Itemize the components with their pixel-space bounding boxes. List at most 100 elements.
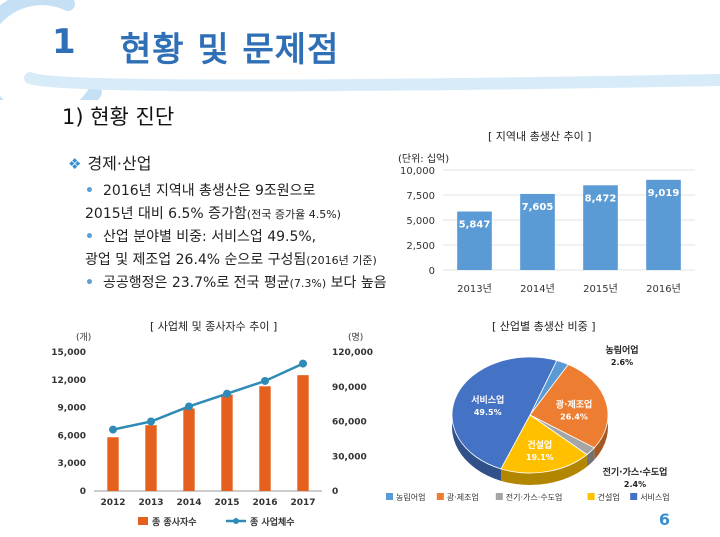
bullet-note: (2016년 기준)	[306, 254, 377, 267]
bullet-text: 광업 및 제조업 26.4% 순으로 구성됨	[85, 252, 307, 268]
grdp-value-label: 9,019	[648, 188, 680, 199]
y-right-tick-label: 0	[332, 487, 338, 497]
legend-swatch-workers	[138, 517, 148, 525]
x-tick-label: 2015년	[583, 283, 618, 295]
x-tick-label: 2012	[100, 498, 125, 508]
x-tick-label: 2014	[176, 498, 201, 508]
diamond-bullet-icon: ❖	[68, 155, 82, 173]
economy-heading-label: 경제·산업	[87, 154, 152, 173]
legend-swatch	[495, 493, 503, 500]
pie-slice-label: 서비스업	[471, 394, 504, 406]
list-item: • 2016년 지역내 총생산은 9조원으로	[85, 180, 405, 203]
pie-slice-value: 19.1%	[526, 453, 554, 462]
grdp-bar	[457, 211, 492, 270]
grdp-chart-title: [ 지역내 총생산 추이 ]	[488, 130, 592, 143]
economy-bullet-list: • 2016년 지역내 총생산은 9조원으로 2015년 대비 6.5% 증가함…	[85, 180, 405, 295]
legend-swatch	[630, 493, 638, 500]
legend-swatch	[436, 493, 444, 500]
page-number: 6	[658, 510, 670, 529]
pie-slice-side	[500, 454, 587, 485]
pie-slice	[451, 356, 558, 470]
grdp-unit-label: (단위: 십억)	[398, 154, 450, 165]
bullet-text: 산업 분야별 비중: 서비스업 49.5%,	[103, 229, 317, 245]
worker-bar	[183, 408, 195, 491]
industry-pie-chart: 농림어업 2.6% 광·제조업 26.4% 전기·가스·수도업 2.4% 건설업 19.1% 서…	[386, 344, 670, 502]
worker-bar	[259, 386, 271, 491]
pie-slice-value: 26.4%	[560, 412, 588, 421]
grdp-value-label: 8,472	[585, 193, 617, 204]
legend-label: 광·제조업	[447, 492, 479, 502]
pie-slice-value: 49.5%	[474, 408, 502, 417]
bullet-text: 2015년 대비 6.5% 증가함	[85, 206, 247, 222]
pie-slice-value: 2.6%	[611, 358, 633, 367]
legend-label: 서비스업	[640, 493, 669, 502]
legend-swatch	[386, 493, 393, 500]
bullet-dot-icon: •	[85, 229, 94, 245]
y-tick-label: 0	[429, 266, 435, 277]
establishment-point	[147, 417, 155, 426]
x-tick-label: 2016	[252, 498, 277, 508]
legend-swatch	[587, 493, 595, 500]
establishment-point	[223, 389, 231, 398]
list-item: • 산업 분야별 비중: 서비스업 49.5%,	[85, 226, 405, 249]
worker-bar	[107, 437, 119, 491]
x-tick-label: 2014년	[520, 283, 555, 295]
y-left-tick-label: 3,000	[58, 459, 86, 469]
pie-slice-label: 전기·가스·수도업	[603, 466, 668, 478]
legend-label-establishments: 종 사업체수	[250, 516, 295, 528]
pie-slice-label: 건설업	[527, 439, 552, 451]
grdp-value-label: 5,847	[459, 220, 491, 231]
bullet-continuation: 2015년 대비 6.5% 증가함(전국 증가율 4.5%)	[85, 203, 405, 226]
left-unit-label: (개)	[76, 332, 91, 343]
industry-chart-title: [ 산업별 총생산 비중 ]	[492, 320, 596, 333]
establishment-point	[109, 425, 117, 434]
x-tick-label: 2017	[290, 498, 315, 508]
legend-label: 농림어업	[396, 492, 425, 502]
worker-bar	[145, 425, 157, 491]
y-left-tick-label: 15,000	[51, 348, 86, 358]
establishment-line	[112, 362, 304, 431]
grdp-bar	[583, 185, 618, 270]
legend-marker-establishments	[233, 518, 239, 524]
y-left-tick-label: 9,000	[58, 404, 86, 414]
pie-slice-value: 2.4%	[624, 480, 646, 489]
bullet-note: (7.3%)	[289, 277, 327, 290]
pie-slice-label: 농림어업	[605, 344, 638, 356]
y-left-tick-label: 0	[80, 487, 86, 497]
y-right-tick-label: 120,000	[332, 348, 373, 358]
section-title: 현황 및 문제점	[120, 30, 340, 70]
y-tick-label: 10,000	[400, 166, 435, 177]
y-right-tick-label: 60,000	[332, 418, 367, 428]
legend-label: 건설업	[598, 492, 620, 502]
legend-label-workers: 종 종사자수	[152, 516, 197, 528]
x-tick-label: 2015	[214, 498, 239, 508]
y-left-tick-label: 6,000	[58, 431, 86, 441]
x-tick-label: 2013	[138, 498, 163, 508]
grdp-bar-chart: 0 2,500 5,000 7,500 10,000 5,847 2013년 7,605 201…	[400, 166, 695, 295]
grdp-value-label: 7,605	[522, 202, 554, 213]
establishment-point	[261, 376, 269, 385]
y-right-tick-label: 30,000	[332, 452, 367, 462]
x-tick-label: 2013년	[457, 283, 492, 295]
bullet-text: 2016년 지역내 총생산은 9조원으로	[103, 183, 316, 199]
bullet-note: (전국 증가율 4.5%)	[246, 208, 341, 221]
section-number: 1	[52, 22, 76, 62]
grdp-bar	[520, 193, 555, 270]
bullet-dot-icon: •	[85, 275, 94, 291]
establishment-point	[185, 402, 193, 411]
right-unit-label: (명)	[348, 332, 363, 343]
y-tick-label: 5,000	[406, 216, 435, 227]
sub-heading: 1) 현황 진단	[62, 105, 175, 129]
economy-heading: ❖ 경제·산업	[68, 150, 151, 174]
legend-label: 전기·가스·수도업	[506, 492, 563, 502]
business-chart-title: [ 사업체 및 종사자수 추이 ]	[150, 320, 278, 333]
y-tick-label: 7,500	[406, 191, 435, 202]
worker-bar	[221, 394, 233, 491]
bullet-text: 공공행정은 23.7%로 전국 평균	[103, 275, 290, 291]
establishment-point	[299, 359, 307, 368]
y-left-tick-label: 12,000	[51, 376, 86, 386]
y-right-tick-label: 90,000	[332, 383, 367, 393]
header-arc-decoration	[0, 0, 720, 100]
pie-slice	[529, 363, 609, 449]
x-tick-label: 2016년	[646, 283, 681, 295]
